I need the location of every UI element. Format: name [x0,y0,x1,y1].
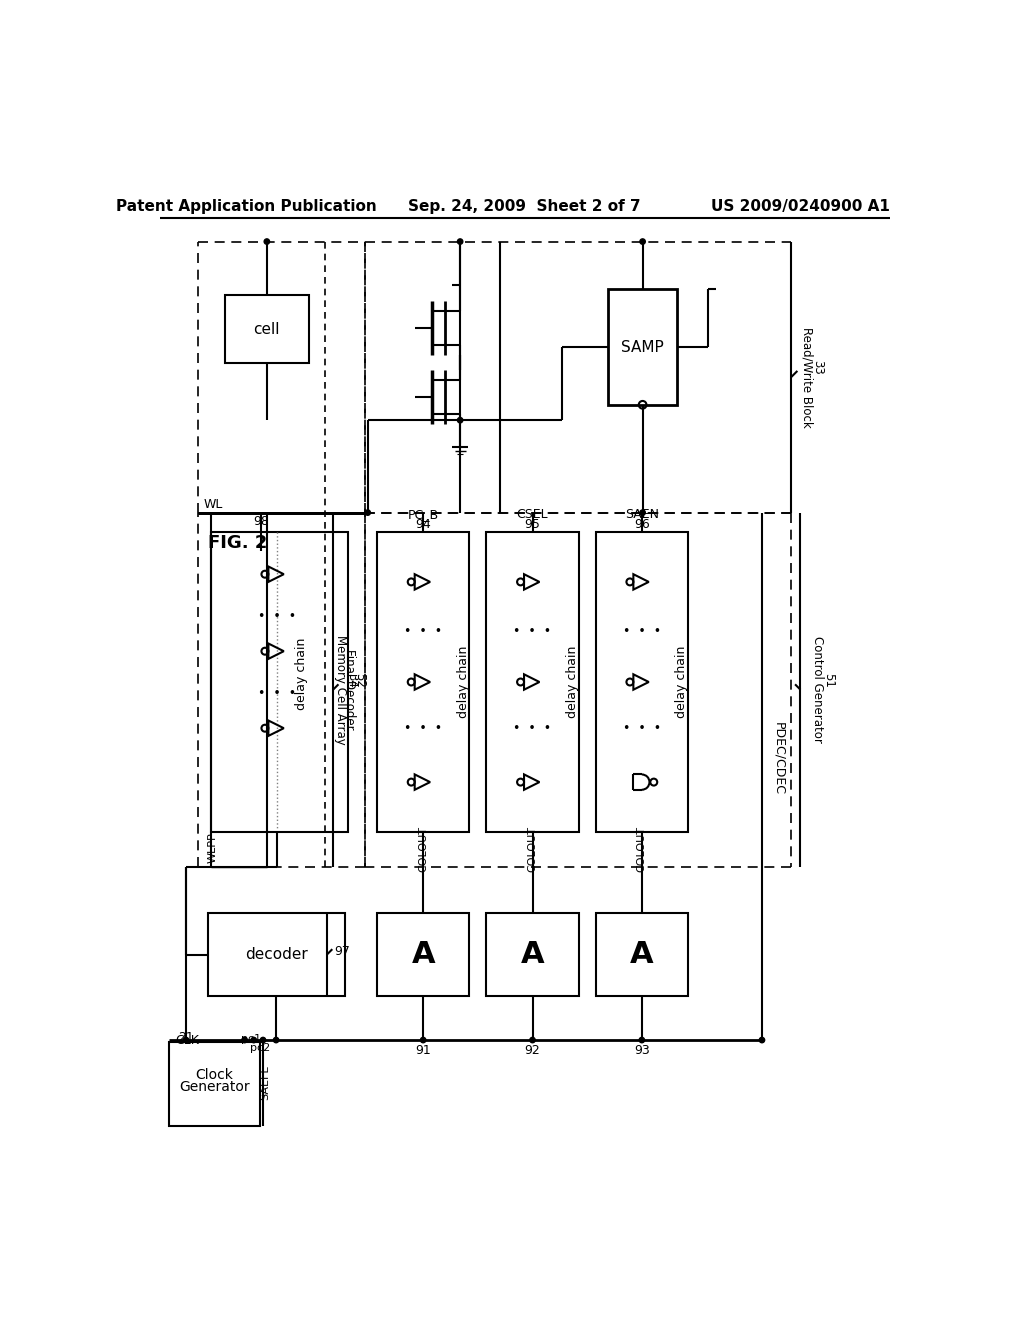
Bar [486,913,579,997]
Text: SAMP: SAMP [622,339,664,355]
Text: 92: 92 [524,1044,541,1056]
Text: Generator: Generator [179,1080,250,1094]
Text: pc1: pc1 [241,1035,261,1044]
Bar [169,1043,260,1126]
Text: 33: 33 [812,360,824,375]
Circle shape [458,239,463,244]
Text: 97: 97 [335,945,350,958]
Text: Read/Write Block: Read/Write Block [801,327,814,428]
Text: A: A [630,940,653,969]
Text: •  •  •: • • • [404,722,442,735]
Circle shape [273,1038,279,1043]
Circle shape [365,510,371,515]
Text: 34: 34 [345,673,358,688]
Text: COLOUT: COLOUT [418,826,428,873]
Text: 52: 52 [353,673,367,688]
Text: CSEL: CSEL [517,508,548,521]
Text: pc2: pc2 [250,1043,270,1053]
Bar [211,532,348,832]
Circle shape [421,1038,426,1043]
Text: SAEN: SAEN [625,508,658,521]
Circle shape [183,1038,188,1043]
Text: Memory Cell Array: Memory Cell Array [334,635,347,744]
Circle shape [242,1038,247,1043]
Text: WL: WL [204,499,223,511]
Text: •  •  •: • • • [513,722,552,735]
Circle shape [260,1038,265,1043]
Text: 91: 91 [416,1044,431,1056]
Text: A: A [520,940,545,969]
Text: US 2009/0240900 A1: US 2009/0240900 A1 [711,198,890,214]
Circle shape [458,417,463,422]
Text: cell: cell [254,322,281,337]
Circle shape [640,510,645,515]
Circle shape [264,239,269,244]
Text: •  •  •: • • • [623,722,660,735]
Text: SAEFE: SAEFE [260,1065,270,1100]
Text: PDEC/CDEC: PDEC/CDEC [772,722,785,796]
Text: 93: 93 [634,1044,649,1056]
Text: •  •  •: • • • [513,626,552,639]
Bar [486,532,579,832]
Text: delay chain: delay chain [295,638,308,710]
Text: PC_B: PC_B [408,508,438,521]
Bar [608,289,677,405]
Circle shape [640,239,645,244]
Bar [377,532,469,832]
Text: •  •  •: • • • [623,626,660,639]
Text: COLOUT: COLOUT [637,826,647,873]
Bar [224,296,309,363]
Text: 51: 51 [821,673,835,688]
Text: 98: 98 [254,515,269,528]
Text: CLK: CLK [175,1034,199,1047]
Circle shape [251,1038,256,1043]
Bar [596,913,688,997]
Text: Sep. 24, 2009  Sheet 2 of 7: Sep. 24, 2009 Sheet 2 of 7 [409,198,641,214]
Text: Clock: Clock [196,1068,233,1081]
Text: •  •  •: • • • [258,610,296,623]
Text: 95: 95 [524,517,541,531]
Circle shape [759,1038,765,1043]
Text: 21: 21 [178,1031,195,1044]
Text: 96: 96 [634,517,649,531]
Text: decoder: decoder [245,946,307,962]
Text: Final Decoder: Final Decoder [343,649,355,730]
Circle shape [529,1038,536,1043]
Bar [208,913,345,997]
Text: •  •  •: • • • [258,686,296,700]
Text: delay chain: delay chain [457,645,470,718]
Text: •  •  •: • • • [404,626,442,639]
Bar [377,913,469,997]
Text: delay chain: delay chain [566,645,579,718]
Text: 94: 94 [416,517,431,531]
Text: FIG. 2: FIG. 2 [208,535,267,552]
Text: Patent Application Publication: Patent Application Publication [116,198,377,214]
Text: Control Generator: Control Generator [811,636,824,743]
Circle shape [639,1038,644,1043]
Text: WLPP: WLPP [208,832,218,863]
Bar [596,532,688,832]
Text: COLOUT: COLOUT [527,826,538,873]
Text: A: A [412,940,435,969]
Text: delay chain: delay chain [676,645,688,718]
